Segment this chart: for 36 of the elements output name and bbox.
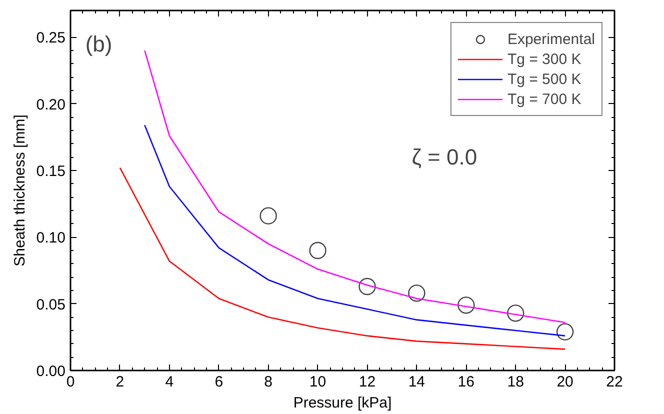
x-tick-label: 0 [66, 374, 75, 390]
x-tick-label: 14 [408, 374, 426, 390]
annotation: (b) [85, 31, 112, 56]
legend-label: Tg = 500 K [507, 70, 582, 88]
x-tick-label: 22 [606, 374, 623, 390]
line-series [144, 50, 566, 324]
y-tick-label: 0.15 [36, 163, 66, 180]
y-axis-title: Sheath thickness [mm] [11, 114, 28, 266]
x-tick-label: 10 [309, 374, 326, 390]
annotation: ζ = 0.0 [412, 144, 478, 170]
line-series [119, 167, 566, 350]
y-tick-label: 0.20 [36, 96, 66, 114]
point [260, 207, 277, 224]
y-tick-label: 0.10 [36, 230, 66, 247]
legend-label: Tg = 700 K [507, 90, 582, 108]
x-tick-label: 2 [116, 374, 124, 390]
y-tick-label: 0.00 [36, 363, 66, 380]
x-tick-label: 6 [214, 374, 224, 390]
legend-label: Tg = 300 K [507, 50, 582, 68]
x-tick-label: 4 [165, 374, 174, 390]
point [408, 284, 426, 302]
y-tick-label: 0.05 [36, 296, 66, 314]
x-axis-title: Pressure [kPa] [293, 394, 392, 412]
x-tick-label: 12 [358, 374, 376, 390]
x-tick-label: 16 [458, 374, 474, 390]
line-series [144, 124, 566, 336]
point [458, 296, 475, 314]
x-tick-label: 8 [264, 374, 272, 390]
point [556, 323, 574, 340]
legend-label: Experimental [507, 30, 595, 48]
x-tick-label: 18 [507, 374, 524, 390]
point [309, 242, 326, 260]
point [358, 278, 376, 296]
point [506, 304, 524, 322]
x-tick-label: 20 [556, 374, 574, 390]
y-tick-label: 0.25 [36, 30, 66, 47]
